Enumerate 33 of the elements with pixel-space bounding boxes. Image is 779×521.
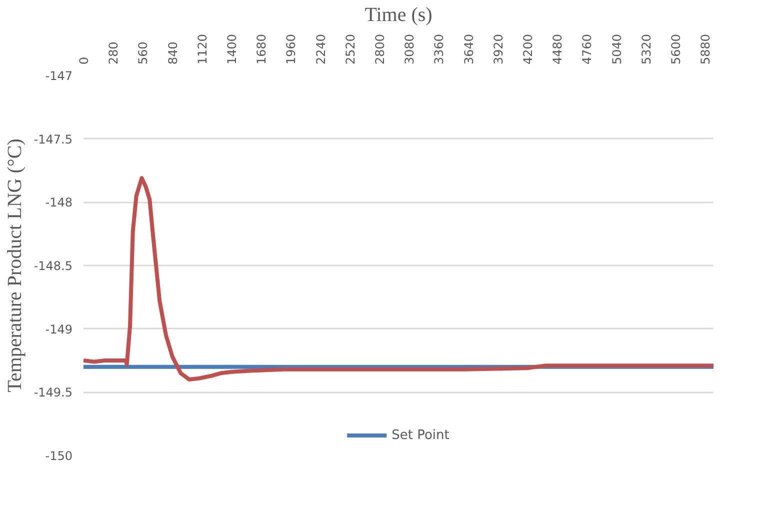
x-tick-label: 5880 — [698, 34, 713, 64]
x-tick-label: 840 — [166, 42, 180, 64]
x-axis-title: Time (s) — [364, 4, 432, 26]
x-tick-label: 5320 — [639, 34, 654, 64]
x-tick-label: 3080 — [402, 34, 417, 64]
y-tick-label: -149.5 — [34, 386, 73, 400]
y-axis-title: Temperature Product LNG (°C) — [4, 138, 26, 392]
x-tick-label: 3640 — [462, 34, 476, 64]
x-tick-label: 560 — [136, 42, 150, 64]
y-tick-label: -147 — [45, 69, 72, 83]
x-tick-label: 1400 — [224, 34, 239, 64]
x-tick-label: 4760 — [580, 34, 594, 64]
y-tick-label: -147.5 — [34, 132, 73, 146]
x-tick-label: 0 — [77, 56, 91, 64]
y-tick-label: -149 — [45, 322, 72, 336]
line-series — [84, 176, 714, 382]
x-tick-label: 3360 — [432, 34, 446, 64]
x-tick-label: 5600 — [668, 34, 683, 64]
x-tick-label: 3920 — [491, 34, 506, 64]
x-tick-label: 4200 — [520, 34, 535, 64]
x-tick-label: 2520 — [343, 34, 358, 64]
x-tick-label: 2240 — [314, 34, 328, 64]
x-tick-label: 4480 — [550, 34, 565, 64]
x-tick-label: 2800 — [372, 34, 387, 64]
y-tick-label: -148 — [45, 196, 72, 210]
x-tick-label: 5040 — [610, 34, 624, 64]
legend-label: Set Point — [392, 428, 450, 442]
x-tick-label: 1120 — [195, 34, 210, 64]
x-tick-label: 1680 — [254, 34, 269, 64]
y-tick-label: -150 — [45, 449, 72, 463]
x-tick-label: 280 — [106, 42, 121, 64]
y-tick-label: -148.5 — [34, 259, 73, 273]
x-tick-label: 1960 — [284, 34, 298, 64]
